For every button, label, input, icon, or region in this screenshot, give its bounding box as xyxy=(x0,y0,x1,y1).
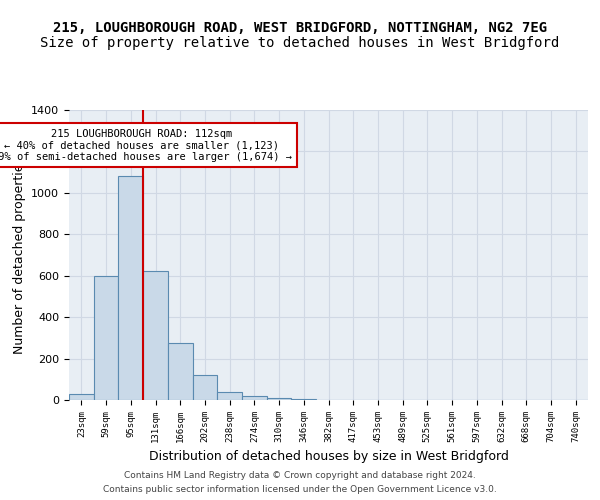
Bar xyxy=(118,176,143,400)
Bar xyxy=(217,392,242,400)
X-axis label: Distribution of detached houses by size in West Bridgford: Distribution of detached houses by size … xyxy=(149,450,508,464)
Bar xyxy=(242,396,267,400)
Text: 215, LOUGHBOROUGH ROAD, WEST BRIDGFORD, NOTTINGHAM, NG2 7EG: 215, LOUGHBOROUGH ROAD, WEST BRIDGFORD, … xyxy=(53,20,547,34)
Bar xyxy=(143,270,168,400)
Text: Size of property relative to detached houses in West Bridgford: Size of property relative to detached ho… xyxy=(40,36,560,50)
Text: Contains HM Land Registry data © Crown copyright and database right 2024.: Contains HM Land Registry data © Crown c… xyxy=(124,472,476,480)
Text: 215 LOUGHBOROUGH ROAD: 112sqm
← 40% of detached houses are smaller (1,123)
59% o: 215 LOUGHBOROUGH ROAD: 112sqm ← 40% of d… xyxy=(0,128,292,162)
Text: Contains public sector information licensed under the Open Government Licence v3: Contains public sector information licen… xyxy=(103,484,497,494)
Bar xyxy=(267,398,292,400)
Bar xyxy=(94,276,118,400)
Y-axis label: Number of detached properties: Number of detached properties xyxy=(13,156,26,354)
Bar xyxy=(193,375,217,400)
Bar xyxy=(168,343,193,400)
Bar xyxy=(69,394,94,400)
